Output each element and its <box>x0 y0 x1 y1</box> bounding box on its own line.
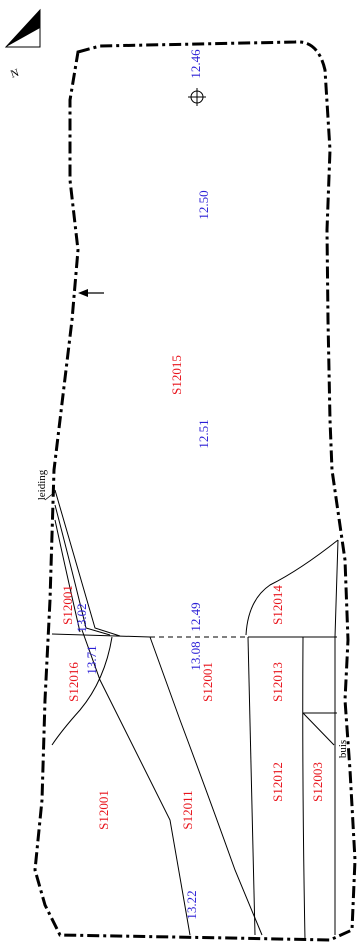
elevation-label: 12.49 <box>188 602 203 631</box>
context-label: S12012 <box>270 762 285 802</box>
context-label: S12014 <box>270 585 285 625</box>
elevation-label: 13.08 <box>188 641 203 670</box>
context-label: S12015 <box>169 355 184 395</box>
excavation-boundary <box>33 40 357 942</box>
elevation-label: 12.51 <box>196 419 211 448</box>
context-label: S12013 <box>270 662 285 702</box>
elevation-label: 13.71 <box>84 645 99 674</box>
trace-lines <box>51 489 339 941</box>
north-arrow-icon <box>4 8 41 48</box>
context-label: S12001 <box>200 662 215 702</box>
context-label: S12011 <box>180 790 195 829</box>
leiding-leader <box>44 491 56 501</box>
elevation-label: 13.02 <box>74 603 89 632</box>
elevation-label: 12.46 <box>188 49 203 79</box>
context-label: S12016 <box>66 662 81 702</box>
north-label: N <box>9 67 20 81</box>
context-label: S12001 <box>96 790 111 830</box>
context-label: S12001 <box>60 585 75 625</box>
crosshair-icon <box>188 88 206 106</box>
arrow-icon <box>78 289 104 297</box>
context-label: S12003 <box>310 762 325 802</box>
note-leiding: leiding <box>36 469 48 500</box>
note-buis: buis <box>337 740 349 758</box>
elevation-label: 13.22 <box>184 890 199 919</box>
elevation-label: 12.50 <box>196 190 211 219</box>
